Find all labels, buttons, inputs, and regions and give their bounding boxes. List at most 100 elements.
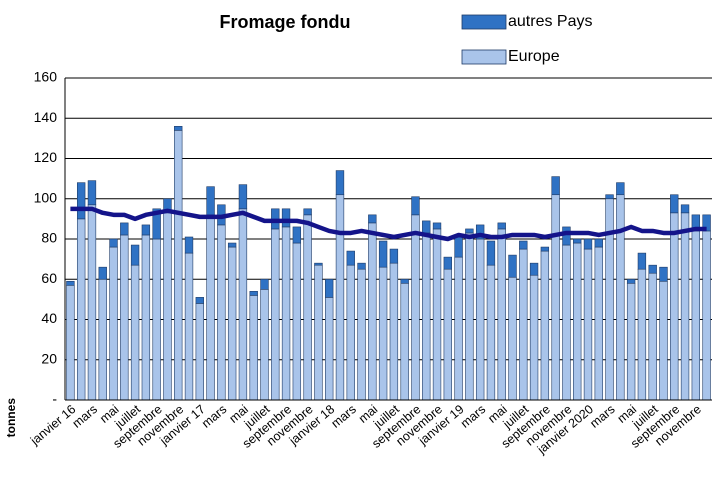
y-axis-label: tonnes — [4, 398, 18, 438]
bar-segment — [76, 218, 86, 401]
bar-segment — [87, 180, 97, 206]
bar-segment — [465, 232, 474, 401]
legend-label: autres Pays — [508, 13, 592, 30]
bar-segment — [691, 230, 701, 401]
bar-segment — [519, 240, 528, 250]
bar-segment — [389, 248, 399, 264]
bar-segment — [227, 246, 237, 401]
bar-segment — [335, 194, 345, 401]
y-tick-label: 100 — [34, 189, 58, 205]
bar-segment — [357, 262, 366, 270]
bar-segment — [659, 266, 668, 282]
bar-segment — [314, 262, 323, 266]
bar-segment — [163, 212, 172, 401]
bar-segment — [98, 278, 107, 401]
bar-segment — [292, 226, 302, 244]
bar-segment — [206, 186, 215, 216]
bar-segment — [486, 240, 496, 266]
bar-segment — [475, 238, 485, 401]
bar-segment — [314, 264, 323, 401]
bar-segment — [120, 222, 129, 236]
bar-segment — [637, 252, 647, 270]
bar-segment — [648, 272, 657, 401]
bar-segment — [303, 214, 312, 401]
bar-segment — [594, 246, 603, 401]
bar-segment — [411, 196, 420, 216]
bar-segment — [432, 222, 442, 230]
bar-segment — [389, 262, 399, 401]
bar-segment — [540, 250, 550, 401]
bar-segment — [141, 224, 151, 236]
y-tick-label: 80 — [41, 230, 57, 246]
x-tick-label: mars — [199, 402, 229, 431]
bar-segment — [670, 212, 679, 401]
bar-segment — [174, 130, 183, 401]
bar-segment — [109, 238, 118, 248]
bar-segment — [87, 204, 97, 401]
bar-segment — [195, 303, 204, 401]
bar-segment — [702, 230, 711, 401]
bar-segment — [130, 264, 140, 401]
bar-segment — [508, 254, 517, 278]
bar-segment — [271, 228, 280, 401]
bar-segment — [346, 264, 355, 401]
bar-segment — [605, 198, 614, 401]
bar-segment — [325, 297, 334, 401]
legend-label: Europe — [508, 48, 560, 65]
bar-segment — [670, 194, 679, 214]
x-tick-label: mars — [458, 402, 488, 431]
y-tick-label: 160 — [34, 69, 58, 85]
bar-segment — [637, 268, 647, 401]
bar-segment — [443, 256, 452, 270]
bar-segment — [249, 291, 258, 296]
bar-segment — [325, 278, 334, 298]
bar-segment — [562, 244, 571, 401]
y-tick-label: 140 — [34, 109, 58, 125]
y-tick-label: 20 — [41, 350, 57, 366]
bar-segment — [120, 234, 129, 401]
bar-segment — [529, 262, 539, 276]
x-tick-label: mars — [70, 402, 100, 431]
bar-segment — [152, 238, 161, 401]
bar-segment — [184, 252, 194, 401]
bar-segment — [109, 246, 118, 401]
y-tick-label: 120 — [34, 149, 58, 165]
bar-segment — [551, 194, 560, 401]
bar-segment — [680, 204, 690, 214]
bar-segment — [400, 278, 409, 284]
bar-segment — [141, 234, 151, 401]
bar-segment — [519, 248, 528, 401]
bar-segment — [260, 278, 269, 290]
bar-segment — [368, 214, 377, 224]
bar-segment — [616, 194, 625, 401]
bar-segment — [486, 264, 496, 401]
bar-segment — [303, 208, 312, 216]
bar-segment — [260, 289, 269, 401]
bar-segment — [227, 242, 237, 248]
bar-segment — [357, 268, 366, 401]
bar-segment — [594, 238, 603, 248]
bar-segment — [573, 238, 582, 244]
bar-segment — [540, 246, 550, 252]
bar-segment — [551, 176, 560, 196]
bar-segment — [66, 280, 75, 286]
bar-segment — [680, 212, 690, 401]
bar-segment — [475, 224, 485, 240]
trend-line — [70, 206, 707, 242]
legend-swatch — [461, 49, 507, 65]
bar-segment — [249, 295, 258, 401]
x-tick-label: janvier 16 — [27, 402, 78, 448]
bar-segment — [238, 184, 248, 210]
bar-segment — [648, 264, 657, 274]
bar-segment — [562, 226, 571, 246]
bar-segment — [292, 242, 302, 401]
bar-segment — [411, 214, 420, 401]
chart-title: Fromage fondu — [220, 12, 351, 32]
bar-segment — [432, 228, 442, 401]
bar-segment — [443, 268, 452, 401]
bar-segment — [281, 208, 291, 228]
bar-segment — [497, 222, 506, 230]
bar-segment — [346, 250, 355, 266]
bar-segment — [335, 170, 345, 196]
